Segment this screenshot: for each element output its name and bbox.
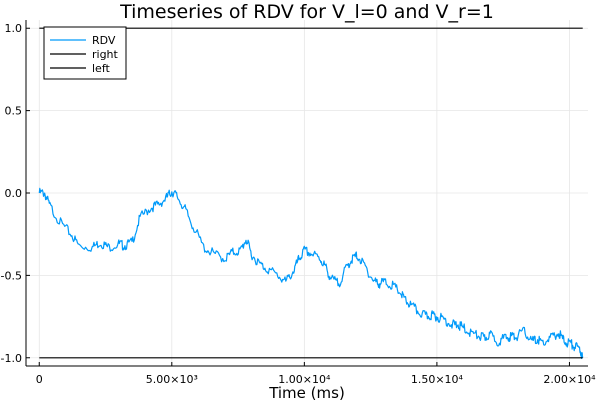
x-ticks: 0 5.00×10³ 1.00×10⁴ 1.50×10⁴ 2.00×10⁴ [36,362,596,386]
legend-box [43,26,127,80]
y-tick-label: 0.0 [5,187,23,200]
legend-label-rdv: RDV [92,34,116,47]
series-layer [38,27,584,360]
y-tick-label: -1.0 [1,352,22,365]
x-tick-label: 1.00×10⁴ [278,373,331,386]
legend-label-left: left [92,62,111,75]
y-tick-label: -0.5 [1,269,22,282]
x-tick-label: 0 [36,373,43,386]
x-tick-label: 1.50×10⁴ [411,373,464,386]
series-line-rdv [38,187,584,360]
x-tick-label: 5.00×10³ [146,373,198,386]
y-ticks: 1.0 0.5 0.0 -0.5 -1.0 [1,22,30,365]
x-tick-label: 2.00×10⁴ [543,373,596,386]
chart-title: Timeseries of RDV for V_l=0 and V_r=1 [119,1,494,23]
y-tick-label: 0.5 [5,105,23,118]
legend-label-right: right [92,48,119,61]
y-tick-label: 1.0 [5,22,23,35]
x-axis-label: Time (ms) [268,384,345,400]
